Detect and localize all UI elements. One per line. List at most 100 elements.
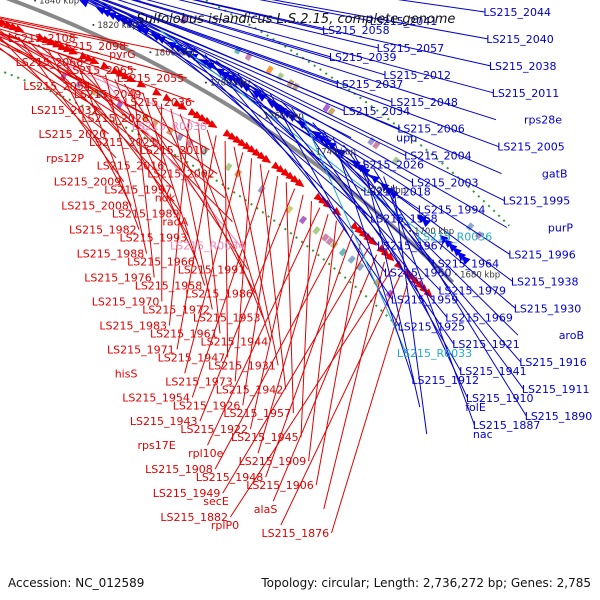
gene-label: LS215_1969 — [445, 311, 513, 324]
gene-label: LS215_1908 — [145, 463, 213, 476]
label-connector-line — [332, 137, 414, 381]
gene-label: LS215_1926 — [173, 399, 241, 412]
label-connector-line — [102, 2, 366, 193]
label-connector-layer — [0, 0, 527, 534]
label-connector-line — [214, 227, 345, 470]
gene-label: nac — [473, 428, 493, 441]
label-connector-line — [249, 194, 304, 430]
label-connector-line — [353, 152, 468, 399]
gene-label: LS215_2049 — [74, 88, 142, 101]
gene-label: LS215_2006 — [397, 123, 465, 136]
gene-label: gatB — [542, 168, 568, 181]
gene-label: LS215_2098 — [59, 40, 127, 53]
label-connector-line — [291, 107, 455, 345]
forward-strand-gene-arrow — [423, 288, 433, 298]
gene-label: LS215_1964 — [432, 257, 500, 270]
gene-label: LS215_2009 — [54, 176, 122, 189]
label-connector-line — [179, 113, 264, 318]
label-connector-line — [94, 0, 413, 184]
scale-tick-mark — [258, 114, 261, 117]
cog-category-box — [224, 162, 233, 172]
label-connector-line — [105, 74, 148, 254]
label-connector-line — [89, 0, 406, 157]
label-connector-line — [0, 36, 117, 159]
forward-strand-gene-arrow — [232, 135, 243, 144]
forward-strand-gene-arrow — [349, 221, 360, 231]
label-connector-line — [192, 0, 324, 31]
reverse-strand-gene-arrow — [336, 148, 347, 158]
label-connector-line — [280, 275, 401, 526]
scale-tick-mark — [361, 189, 363, 191]
gene-label: LS215_2003 — [411, 177, 479, 190]
gene-label: LS215_2040 — [486, 33, 554, 46]
scale-tick-label: 1760 kbp — [264, 112, 304, 122]
label-connector-line — [271, 0, 488, 40]
forward-strand-gene-arrow — [290, 175, 300, 184]
gene-label: LS215_1876 — [262, 527, 330, 540]
accession-text: Accession: NC_012589 — [8, 576, 144, 590]
gene-label: LS215_1995 — [503, 195, 571, 208]
cog-category-box — [234, 169, 243, 178]
cog-category-box — [322, 103, 331, 113]
gene-label: LS215_2068 — [16, 56, 84, 69]
cog-category-box — [321, 233, 330, 242]
forward-strand-gene-arrow — [207, 119, 218, 129]
gene-label: upp — [396, 132, 417, 145]
scale-tick-label: 1720 kbp — [366, 186, 406, 196]
scale-tick-mark — [34, 0, 37, 2]
gene-label: LS215_2057 — [377, 42, 445, 55]
label-connector-line — [229, 268, 393, 518]
label-connector-line — [170, 108, 213, 310]
gene-labels-layer: LS215_2108LS215_2098pyrGLS215_2068LS215_… — [8, 6, 592, 540]
gene-label: LS215_1948 — [196, 471, 264, 484]
cog-category-box — [325, 236, 334, 246]
label-connector-line — [95, 0, 502, 175]
scale-tick-label: 1840 kbp — [39, 0, 79, 7]
forward-strand-gene-arrow — [410, 276, 421, 286]
label-connector-line — [0, 19, 79, 39]
gene-label: LS215_1968 — [370, 213, 438, 226]
gene-label: LS215_2002 — [147, 168, 215, 181]
gene-label: LS215_1991 — [178, 264, 246, 277]
gene-label: LS215_1922 — [180, 423, 248, 436]
cog-category-box — [276, 72, 285, 81]
label-connector-line — [207, 207, 321, 446]
gene-label: pyrG — [109, 48, 136, 61]
label-connector-line — [27, 40, 175, 191]
scale-tick-mark — [310, 150, 313, 153]
reverse-strand-gene-arrow — [101, 9, 112, 18]
label-connector-line — [85, 65, 190, 238]
reverse-strand-gene-arrow — [421, 218, 431, 228]
gene-label: LS215_2054 — [23, 80, 91, 93]
gene-label: LS215_1938 — [511, 275, 579, 288]
label-connector-line — [224, 140, 229, 358]
scale-tick-label: 1820 kbp — [97, 21, 137, 31]
gene-label: LS215_1906 — [246, 479, 314, 492]
gene-label: LS215_2038 — [489, 60, 557, 73]
gene-label: rplP0 — [211, 519, 239, 532]
label-connector-line — [0, 33, 210, 151]
cog-category-box — [465, 222, 475, 231]
reverse-strand-gene-arrow — [106, 12, 117, 20]
label-connector-line — [130, 0, 386, 76]
label-connector-line — [383, 176, 475, 426]
cog-category-box — [179, 15, 188, 25]
gene-label: LS215_2044 — [483, 6, 551, 19]
label-connector-line — [259, 86, 448, 318]
gene-label: LS215_2048 — [390, 96, 458, 109]
gene-label: LS215_1989 — [112, 208, 180, 221]
gene-label: LS215_2032 — [31, 104, 99, 117]
label-connector-line — [0, 40, 152, 119]
cog-category-box — [327, 107, 336, 116]
label-connector-line — [125, 12, 420, 210]
gene-label: LS215_1921 — [452, 338, 520, 351]
label-connector-line — [0, 48, 102, 111]
gene-label: radA — [162, 216, 188, 229]
forward-strand-gene-arrow — [89, 56, 100, 65]
label-connector-line — [373, 168, 527, 417]
forward-strand-gene-arrow — [227, 132, 238, 141]
gene-label: LS215_1931 — [208, 359, 276, 372]
forward-strand-gene-arrow — [100, 61, 111, 70]
